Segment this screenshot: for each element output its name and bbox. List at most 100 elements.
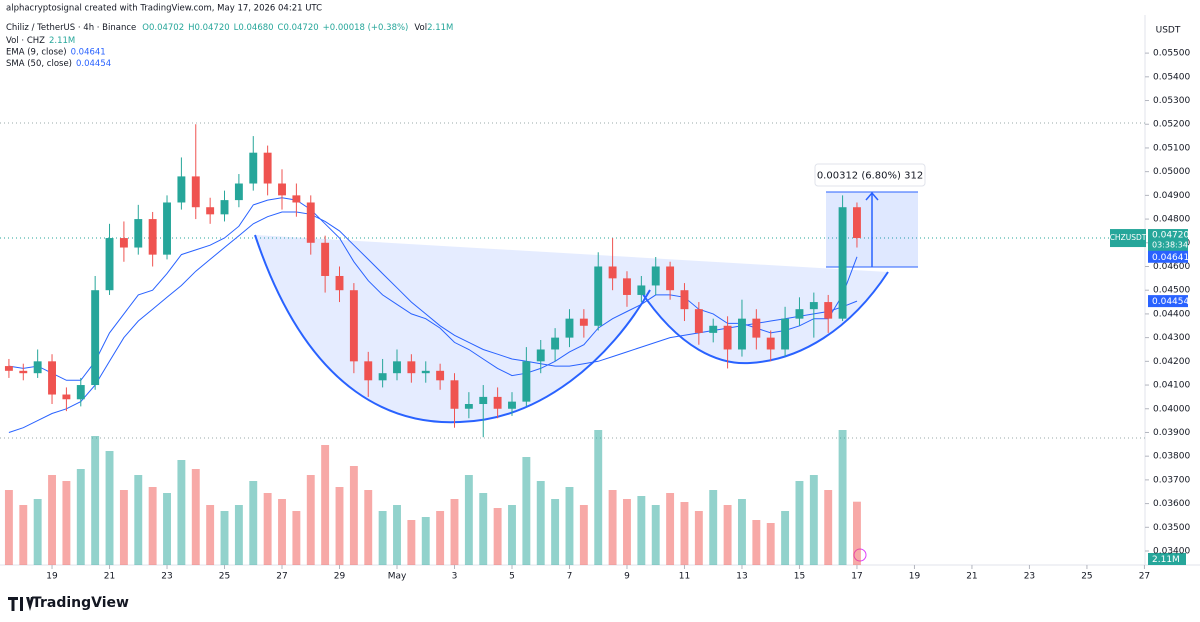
volume-bar — [234, 505, 243, 565]
x-tick-label: 23 — [161, 572, 172, 582]
currency: USDT — [1156, 26, 1181, 36]
volume-tag-box — [1148, 553, 1186, 565]
volume-bar — [163, 493, 171, 565]
symbol: Chiliz / TetherUS · 4h · Binance — [6, 23, 136, 33]
indicator-value: 2.11M — [49, 36, 75, 46]
candle-body — [464, 404, 473, 409]
volume-bar — [565, 487, 574, 565]
candle-body — [709, 325, 718, 333]
volume-bar — [666, 493, 675, 565]
candle-body — [795, 309, 804, 319]
volume-bar — [421, 517, 430, 565]
candle-body — [508, 401, 516, 409]
candle-body — [62, 394, 71, 400]
volume-bar — [508, 505, 516, 565]
candle-body — [33, 361, 42, 374]
volume-bar — [105, 451, 114, 565]
indicator: EMA (9, close) 0.04641 — [6, 47, 106, 57]
x-tick-label: 25 — [1081, 572, 1092, 582]
candle-body — [19, 370, 28, 374]
candle-body — [450, 380, 459, 409]
candle-body — [479, 396, 488, 405]
volume-bar — [62, 481, 71, 565]
handle-arc — [639, 271, 889, 365]
volume-bar — [594, 430, 603, 565]
y-tick-label: 0.05400 — [1153, 72, 1190, 82]
volume-bar — [393, 505, 401, 565]
cup-arc — [254, 234, 651, 424]
volume-bar — [551, 499, 560, 565]
candle-body — [292, 195, 301, 203]
y-tick-label: 0.03600 — [1153, 499, 1190, 509]
y-tick-label: 0.05100 — [1153, 143, 1190, 153]
candle-body — [421, 370, 430, 374]
x-tick-label: 13 — [736, 572, 747, 582]
ema-tag-box — [1148, 250, 1188, 263]
volume-bar — [651, 505, 660, 565]
x-tick-label: 21 — [104, 572, 115, 582]
candle-body — [824, 302, 833, 319]
candle-body — [680, 290, 689, 310]
volume-bar — [464, 475, 473, 565]
ohlc: H0.04720 — [188, 23, 230, 33]
candle-body — [364, 361, 373, 381]
volume-bar — [349, 466, 358, 565]
y-tick-label: 0.04900 — [1153, 191, 1190, 201]
candle-body — [306, 202, 315, 243]
sma-tag-box — [1148, 295, 1188, 308]
candle-body — [234, 183, 243, 201]
candle-body — [551, 337, 560, 350]
volume-bar — [33, 499, 42, 565]
volume-bar — [479, 493, 488, 565]
candle-body — [838, 207, 847, 319]
credit: alphacryptosignal created with TradingVi… — [6, 4, 322, 14]
candle-body — [4, 366, 13, 371]
brand: TradingView — [32, 595, 129, 611]
candle-body — [119, 238, 128, 248]
indicator-label: SMA (50, close) — [6, 59, 72, 69]
volume-bar — [824, 490, 833, 565]
measure-arrowhead — [865, 191, 879, 201]
candle-body — [105, 238, 114, 291]
indicator: SMA (50, close) 0.04454 — [6, 59, 111, 69]
measure-label: 0.00312 (6.80%) 312 — [817, 171, 923, 182]
indicator-label: Vol · CHZ — [6, 36, 45, 46]
volume-bar — [148, 487, 157, 565]
volume-bar — [493, 508, 502, 565]
volume-bar — [335, 487, 344, 565]
volume-bar — [4, 490, 13, 565]
ema-tag: 0.04641 — [1152, 253, 1189, 263]
candle-body — [249, 152, 258, 184]
candle-body — [694, 309, 703, 333]
volume-bar — [752, 520, 761, 565]
indicator-label: EMA (9, close) — [6, 47, 67, 57]
candle-body — [393, 361, 401, 374]
candle-body — [637, 285, 646, 295]
sma-tag: 0.04454 — [1152, 297, 1189, 307]
y-tick-label: 0.04300 — [1153, 333, 1190, 343]
volume-bar — [378, 511, 387, 565]
last-price-box — [1110, 229, 1146, 248]
volume-bar — [278, 499, 286, 565]
volume-bar — [536, 481, 545, 565]
candle-body — [91, 290, 100, 386]
measure-label-box — [814, 163, 926, 187]
last-price-value-box — [1148, 229, 1188, 252]
x-tick-label: 23 — [1024, 572, 1035, 582]
volume-bar — [206, 505, 215, 565]
y-tick-label: 0.04200 — [1153, 357, 1190, 367]
candle-body — [48, 361, 56, 395]
last-price-label: 0.04720 — [1152, 231, 1189, 241]
indicator: Vol · CHZ 2.11M — [6, 36, 75, 46]
candle-body — [493, 396, 502, 409]
candle-body — [738, 318, 746, 350]
candle-body — [579, 318, 588, 326]
x-tick-label: 25 — [219, 572, 230, 582]
candle-body — [191, 176, 200, 208]
candle-body — [436, 370, 445, 381]
volume-bar — [436, 511, 445, 565]
indicator-value: 0.04454 — [76, 59, 111, 69]
candle-body — [278, 183, 286, 196]
candle-body — [177, 176, 186, 203]
